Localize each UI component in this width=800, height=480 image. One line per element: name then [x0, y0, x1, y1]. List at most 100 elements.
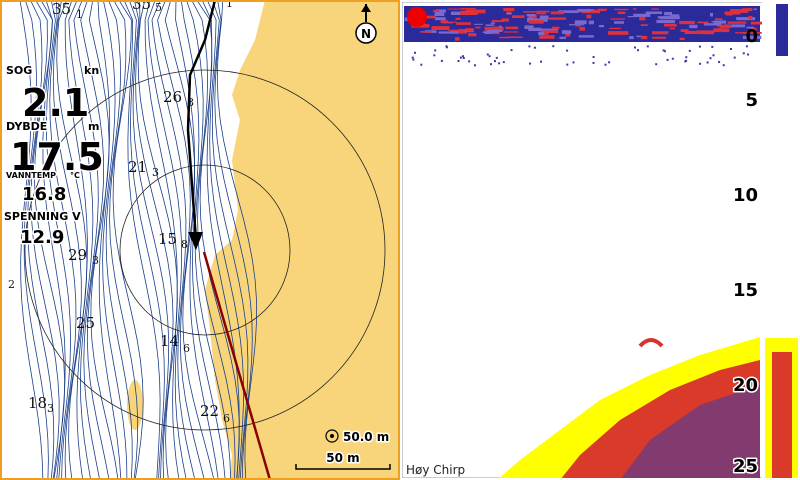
noise	[662, 49, 665, 52]
noise	[742, 52, 745, 55]
surface-clutter	[656, 19, 676, 24]
noise	[457, 60, 460, 62]
surface-clutter	[528, 20, 544, 24]
sounding: 8	[187, 96, 194, 109]
surface-clutter	[679, 37, 685, 41]
surface-clutter	[562, 30, 572, 34]
depth-contour	[49, 2, 77, 478]
surface-clutter	[474, 23, 483, 25]
surface-clutter	[575, 20, 587, 25]
surface-clutter	[753, 8, 757, 11]
surface-clutter	[503, 8, 515, 12]
depth-contour	[19, 2, 44, 478]
surface-clutter	[512, 15, 525, 18]
map-pane[interactable]: 35 1 35 5 1 26 8 21 3 15 8 29 3 2 25 14 …	[0, 0, 400, 480]
depth-contour	[23, 2, 49, 478]
surface-clutter	[539, 35, 555, 39]
surface-clutter	[670, 14, 680, 18]
depth-contour	[73, 2, 100, 478]
sounding: 2	[8, 278, 15, 291]
scale-label: 50 m	[326, 451, 359, 465]
sounding: 1	[226, 0, 233, 10]
depth-contour	[52, 2, 82, 478]
surface-clutter	[537, 10, 550, 13]
surface-clutter	[468, 33, 477, 37]
surface-clutter	[539, 15, 549, 20]
noise	[733, 56, 736, 59]
surface-clutter	[614, 21, 624, 24]
fish-arch	[638, 338, 664, 348]
noise	[698, 45, 701, 48]
surface-clutter	[714, 18, 723, 20]
noise	[711, 45, 714, 48]
surface-clutter	[639, 16, 646, 21]
sounding: 5	[155, 1, 162, 14]
noise	[533, 46, 536, 49]
data-unit: kn	[84, 64, 99, 77]
active-pane-frame	[0, 0, 400, 480]
noise	[433, 54, 436, 57]
sounding: 1	[76, 8, 83, 21]
surface-clutter	[664, 23, 677, 27]
noise	[637, 49, 639, 52]
surface-clutter	[730, 9, 749, 13]
depth-label: 0	[745, 26, 758, 47]
noise	[566, 63, 569, 66]
sounding: 25	[76, 314, 95, 332]
surface-clutter	[684, 30, 702, 34]
surface-clutter	[680, 29, 689, 32]
depth-contour	[151, 2, 195, 478]
noise	[540, 60, 542, 63]
depth-contour	[112, 2, 144, 478]
noise	[646, 45, 649, 48]
depth-contour	[175, 2, 219, 478]
surface-clutter	[559, 36, 566, 39]
surface-clutter	[657, 16, 679, 19]
data-label: SOG	[6, 64, 32, 77]
noise	[655, 63, 658, 66]
scale-bar	[295, 464, 391, 470]
surface-clutter	[614, 8, 629, 11]
noise	[494, 60, 496, 63]
surface-clutter	[484, 26, 504, 31]
sonar-pane[interactable]: 0 5 10 15 20 25 Høy Chirp	[400, 0, 800, 480]
surface-clutter	[598, 25, 604, 28]
surface-clutter	[586, 14, 592, 19]
surface-clutter	[433, 10, 440, 12]
noise	[468, 60, 471, 63]
surface-clutter	[440, 21, 457, 23]
depth-contour	[64, 2, 88, 478]
depth-label: 25	[733, 456, 758, 477]
depth-contour	[202, 2, 240, 478]
surface-clutter	[651, 8, 659, 10]
depth-contour	[97, 2, 122, 478]
noise	[488, 55, 491, 58]
noise	[510, 49, 513, 52]
bottom	[621, 385, 760, 478]
surface-clutter	[711, 20, 716, 23]
noise	[414, 51, 416, 54]
compass[interactable]	[355, 22, 377, 44]
noise	[486, 53, 489, 56]
surface-clutter	[482, 31, 499, 33]
noise	[459, 56, 462, 59]
vessel	[188, 232, 203, 250]
surface-clutter	[505, 26, 519, 30]
surface-clutter	[465, 9, 486, 14]
surface-clutter	[742, 35, 762, 39]
record-indicator[interactable]	[407, 7, 427, 27]
sounding: 21	[128, 158, 147, 176]
surface-clutter	[577, 8, 591, 12]
surface-clutter	[714, 20, 727, 24]
surface-clutter	[565, 34, 571, 37]
noise	[712, 54, 715, 57]
surface-clutter	[689, 24, 698, 29]
surface-clutter	[696, 30, 712, 34]
surface-clutter	[526, 13, 536, 17]
surface-clutter	[491, 20, 504, 23]
depth-contour	[129, 2, 165, 478]
depth-contour	[132, 2, 170, 478]
surface-clutter	[420, 31, 433, 33]
surface-clutter	[493, 26, 500, 28]
